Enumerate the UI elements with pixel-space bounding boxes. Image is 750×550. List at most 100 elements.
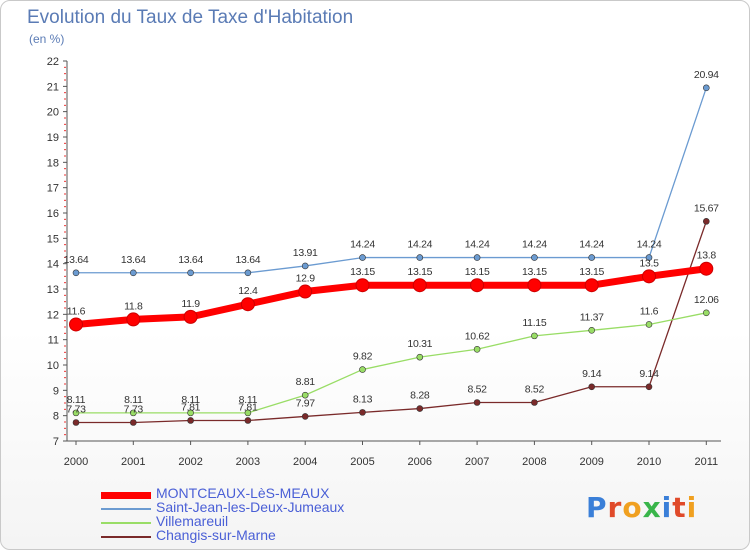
series-2-point bbox=[416, 353, 424, 361]
series-0-data-label: 13.5 bbox=[639, 257, 659, 269]
series-0-data-label: 13.15 bbox=[350, 266, 375, 278]
series-2-data-label: 11.37 bbox=[580, 311, 604, 323]
series-3-data-label: 7.81 bbox=[238, 401, 258, 413]
y-minor-tick bbox=[64, 250, 66, 252]
series-1-point bbox=[588, 254, 596, 261]
y-minor-tick bbox=[64, 206, 66, 208]
series-0-point bbox=[642, 269, 656, 284]
logo-letter: i bbox=[661, 491, 673, 524]
y-tick-label: 10 bbox=[47, 360, 59, 372]
y-tick-label: 8 bbox=[53, 411, 59, 423]
series-2-data-label: 10.31 bbox=[407, 338, 432, 350]
series-3-point bbox=[416, 405, 424, 412]
series-1-point bbox=[473, 254, 481, 261]
series-2-data-label: 10.62 bbox=[465, 330, 490, 342]
y-minor-tick bbox=[64, 174, 66, 176]
series-0-data-label: 11.6 bbox=[67, 305, 86, 317]
series-2-point bbox=[473, 345, 481, 353]
y-minor-tick bbox=[64, 427, 66, 429]
x-tick-label: 2007 bbox=[465, 456, 489, 468]
series-2-data-label: 9.82 bbox=[353, 351, 373, 363]
series-1-data-label: 13.64 bbox=[64, 254, 89, 266]
series-2-data-label: 11.6 bbox=[640, 305, 659, 317]
series-3-point bbox=[473, 399, 481, 406]
series-1-data-label: 14.24 bbox=[579, 239, 604, 251]
y-minor-tick bbox=[64, 370, 66, 372]
y-tick-label: 15 bbox=[47, 233, 59, 245]
series-2-point bbox=[702, 309, 710, 317]
series-1-point bbox=[702, 84, 710, 92]
series-1-point bbox=[359, 254, 366, 261]
series-3-point bbox=[72, 419, 80, 426]
series-2-point bbox=[588, 326, 596, 334]
y-tick-label: 21 bbox=[47, 81, 59, 93]
series-0-point bbox=[412, 278, 427, 293]
chart-subtitle: (en %) bbox=[29, 32, 65, 46]
x-tick-label: 2000 bbox=[64, 456, 88, 468]
series-3-data-label: 7.97 bbox=[296, 397, 316, 409]
logo-letter: x bbox=[642, 491, 662, 524]
legend-swatch bbox=[101, 522, 151, 524]
series-3-data-label: 8.13 bbox=[353, 393, 373, 405]
series-1-point bbox=[645, 254, 653, 261]
chart-title: Evolution du Taux de Taxe d'Habitation bbox=[27, 7, 354, 28]
series-0-point bbox=[183, 309, 198, 324]
y-minor-tick bbox=[64, 434, 66, 436]
y-tick-label: 19 bbox=[47, 132, 59, 144]
logo-letter: t bbox=[672, 491, 687, 524]
series-2-data-label: 8.11 bbox=[124, 394, 143, 406]
series-2-data-label: 8.11 bbox=[67, 394, 86, 406]
y-minor-tick bbox=[64, 345, 66, 347]
x-tick-label: 2008 bbox=[522, 456, 546, 468]
series-0-data-label: 12.9 bbox=[296, 273, 316, 285]
y-minor-tick bbox=[64, 149, 66, 151]
y-minor-tick bbox=[64, 66, 66, 68]
y-minor-tick bbox=[64, 282, 66, 284]
x-tick-label: 2009 bbox=[579, 456, 603, 468]
series-1-data-label: 14.24 bbox=[637, 239, 662, 251]
series-0-point bbox=[699, 261, 714, 276]
series-3-data-label: 8.28 bbox=[410, 390, 430, 402]
y-minor-tick bbox=[64, 301, 66, 303]
series-0-point bbox=[527, 278, 542, 293]
series-3-data-label: 7.81 bbox=[181, 401, 201, 413]
y-minor-tick bbox=[64, 218, 66, 220]
y-minor-tick bbox=[64, 421, 66, 423]
logo-letter: r bbox=[607, 491, 623, 524]
series-3-point bbox=[359, 409, 366, 416]
y-minor-tick bbox=[64, 275, 66, 277]
y-minor-tick bbox=[64, 123, 66, 125]
y-minor-tick bbox=[64, 79, 66, 81]
series-3-data-label: 9.14 bbox=[639, 368, 659, 380]
x-tick-label: 2010 bbox=[637, 456, 661, 468]
series-2-point bbox=[645, 321, 653, 328]
series-1-point bbox=[244, 269, 252, 277]
series-2-point bbox=[72, 409, 80, 417]
series-2-data-label: 8.11 bbox=[239, 394, 258, 406]
x-tick-label: 2003 bbox=[236, 456, 260, 468]
y-minor-tick bbox=[64, 294, 66, 296]
series-0-data-label: 13.8 bbox=[697, 250, 717, 262]
series-line-0 bbox=[75, 265, 707, 328]
series-2-point bbox=[187, 409, 194, 417]
y-minor-tick bbox=[64, 199, 66, 201]
y-tick-label: 13 bbox=[47, 284, 59, 296]
series-1-point bbox=[187, 269, 194, 277]
y-minor-tick bbox=[64, 193, 66, 195]
series-2-point bbox=[244, 409, 252, 417]
y-minor-tick bbox=[64, 73, 66, 75]
y-tick-label: 17 bbox=[47, 183, 59, 195]
series-0-data-label: 13.15 bbox=[407, 266, 432, 278]
y-minor-tick bbox=[64, 396, 66, 398]
y-tick-label: 14 bbox=[47, 259, 59, 271]
y-minor-tick bbox=[64, 117, 66, 119]
series-3-data-label: 9.14 bbox=[582, 368, 602, 380]
y-minor-tick bbox=[64, 104, 66, 106]
y-minor-tick bbox=[64, 92, 66, 94]
series-1-data-label: 14.24 bbox=[407, 239, 432, 251]
y-minor-tick bbox=[64, 231, 66, 233]
series-3-data-label: 15.67 bbox=[694, 202, 719, 214]
series-2-data-label: 8.81 bbox=[296, 376, 316, 388]
series-1-data-label: 13.91 bbox=[293, 247, 318, 259]
y-minor-tick bbox=[64, 358, 66, 360]
